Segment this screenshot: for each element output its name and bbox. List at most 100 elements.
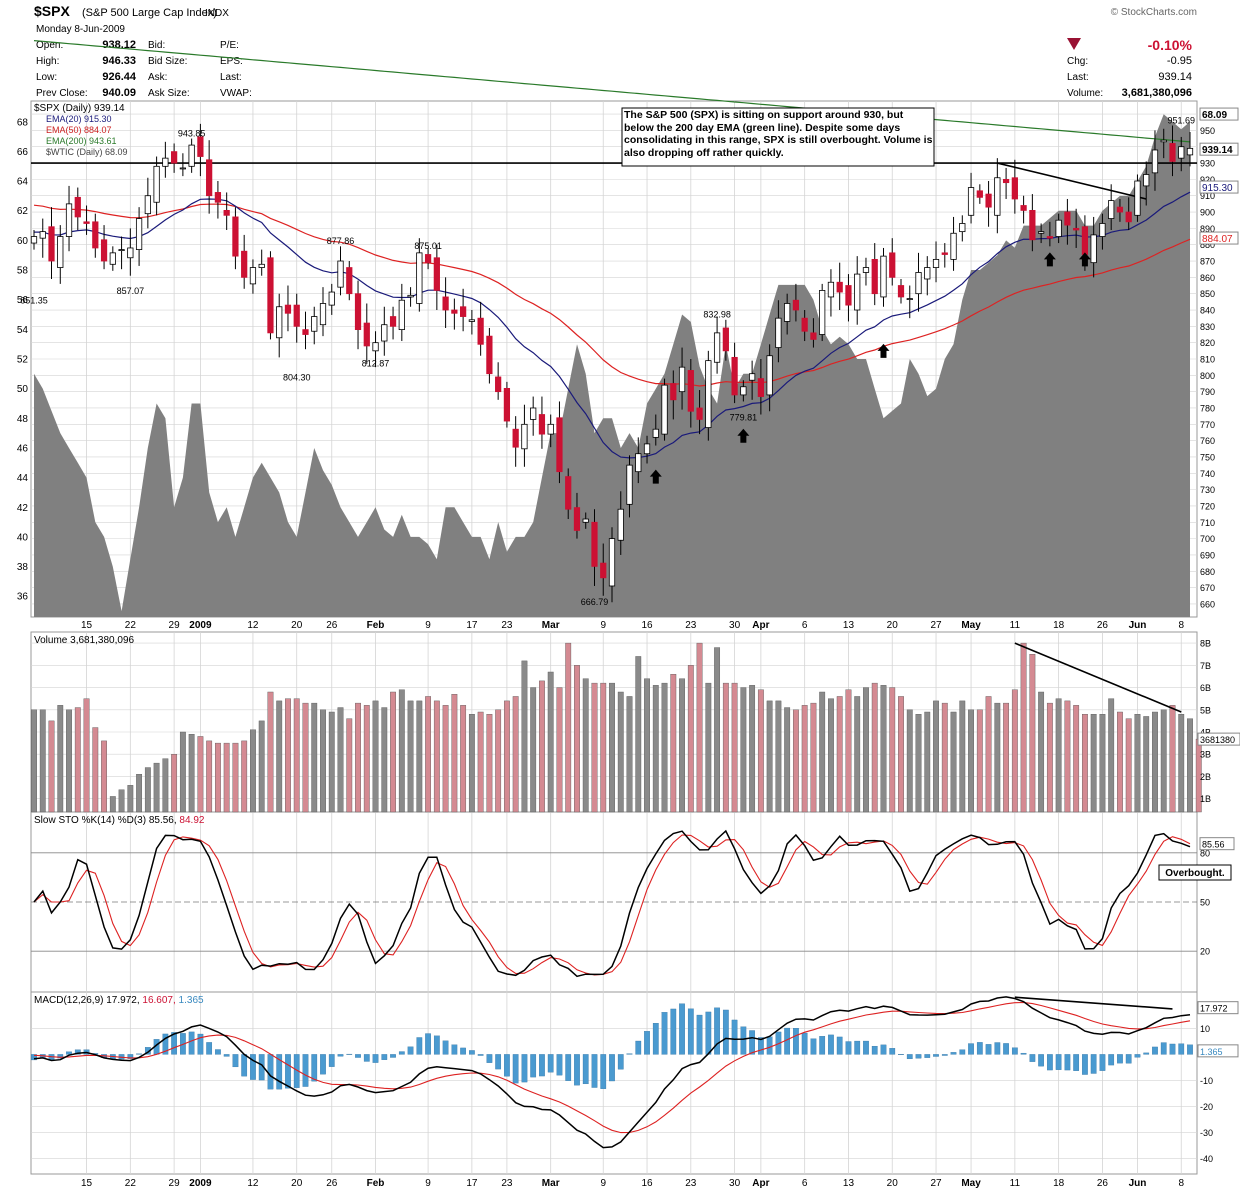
x-tick-label: 18 [1053, 620, 1065, 631]
macd-hist-bar [863, 1040, 869, 1055]
macd-hist-bar [241, 1054, 248, 1077]
x-tick-label: 11 [1010, 620, 1021, 631]
x-tick-label-bottom: 23 [685, 1178, 697, 1189]
sto-badge: 85.56 [1202, 840, 1225, 850]
volume-bar [985, 696, 992, 813]
macd-hist-bar [617, 1054, 624, 1070]
candle-body [573, 507, 581, 531]
candle-body [521, 423, 528, 450]
volume-bar [355, 702, 361, 813]
price-tick-label: 880 [1200, 240, 1215, 250]
volume-trendline [1014, 642, 1182, 713]
volume-bar [784, 707, 791, 813]
volume-bar [267, 691, 274, 813]
candle-body [678, 366, 686, 393]
candle-body [100, 239, 108, 262]
x-tick-label: 15 [81, 620, 93, 631]
wtic-tick-label: 54 [17, 325, 29, 336]
volume-bar [749, 685, 756, 813]
macd-hist-bar [1187, 1044, 1193, 1055]
x-tick-label-bottom: 18 [1053, 1178, 1065, 1189]
macd-hist-bar [460, 1047, 466, 1055]
macd-hist-bar [705, 1011, 712, 1055]
volume-bar [1125, 718, 1132, 813]
wtic-tick-label: 48 [17, 414, 29, 425]
ema200-line [33, 40, 1191, 143]
high-value: 946.33 [102, 55, 136, 67]
macd-hist-bar [1038, 1054, 1044, 1067]
candle-body [311, 316, 318, 332]
macd-hist-bar [57, 1054, 64, 1059]
candle-body [1160, 139, 1167, 143]
macd-hist-bar [539, 1054, 545, 1077]
bid-size-label: Bid Size: [148, 56, 187, 67]
price-tick-label: 690 [1200, 550, 1215, 560]
x-tick-label-bottom: Feb [367, 1178, 385, 1189]
candle-body [451, 309, 458, 314]
price-label: 877.86 [327, 236, 355, 246]
candle-body [740, 386, 747, 396]
candle-body [127, 247, 134, 259]
candle-body [1020, 205, 1027, 211]
candle-body [354, 293, 362, 331]
pct-change: -0.10% [1148, 37, 1193, 53]
candle-body [1011, 177, 1018, 200]
x-tick-label: 13 [843, 620, 855, 631]
macd-hist-bar [276, 1054, 283, 1090]
macd-tick-label: -10 [1200, 1076, 1213, 1086]
price-tick-label: 820 [1200, 338, 1215, 348]
volume-bar [398, 689, 405, 813]
candle-body [608, 538, 616, 587]
candle-body [932, 258, 940, 268]
volume-bar [810, 702, 817, 813]
candle-body [713, 332, 721, 363]
volume-bar [1011, 689, 1018, 813]
macd-hist-bar [1169, 1043, 1176, 1055]
macd-hist-bar [381, 1054, 388, 1060]
volume-bar [1143, 716, 1150, 813]
price-label: 943.85 [178, 128, 206, 138]
candle-body [915, 272, 922, 295]
header-date: Monday 8-Jun-2009 [36, 24, 125, 35]
candle-body [223, 210, 230, 216]
candle-body [827, 281, 835, 298]
candle-body [635, 453, 642, 473]
annotation-text: The S&P 500 (SPX) is sitting on support … [624, 109, 933, 159]
volume-bar [83, 698, 90, 813]
volume-bar [801, 705, 808, 813]
price-tick-label: 770 [1200, 420, 1215, 430]
candle-body [267, 257, 274, 334]
candle-body [985, 193, 992, 208]
symbol-name: (S&P 500 Large Cap Index) [82, 7, 217, 19]
macd-hist-bar [390, 1054, 396, 1058]
candle-body [284, 304, 292, 314]
wtic-tick-label: 58 [17, 266, 29, 277]
macd-hist-bar [477, 1054, 484, 1056]
price-tick-label: 840 [1200, 306, 1215, 316]
volume-bar [1090, 714, 1097, 813]
wtic-area [34, 114, 1190, 618]
candle-body [845, 285, 852, 306]
macd-hist-bar [267, 1054, 274, 1090]
volume-bar [731, 682, 738, 813]
x-tick-label-bottom: 11 [1010, 1178, 1021, 1189]
pe-label: P/E: [220, 40, 239, 51]
candle-body [749, 373, 756, 381]
x-tick-label-bottom: 20 [887, 1178, 899, 1189]
volume-bar [328, 711, 335, 813]
macd-hist-bar [1020, 1052, 1027, 1055]
volume-bar [214, 742, 221, 813]
volume-bar [74, 707, 81, 813]
price-tick-label: 670 [1200, 583, 1215, 593]
sto-d-line [33, 834, 1191, 976]
candle-body [661, 384, 668, 435]
macd-hist-bar [959, 1049, 966, 1055]
candle-body [810, 332, 817, 340]
macd-hist-bar [968, 1043, 974, 1055]
candle-body [1029, 210, 1036, 241]
volume-bar [381, 707, 388, 813]
volume-bar [250, 729, 256, 813]
macd-hist-bar [1029, 1054, 1036, 1062]
macd-hist-bar [687, 1008, 694, 1055]
candle-body [617, 508, 624, 541]
